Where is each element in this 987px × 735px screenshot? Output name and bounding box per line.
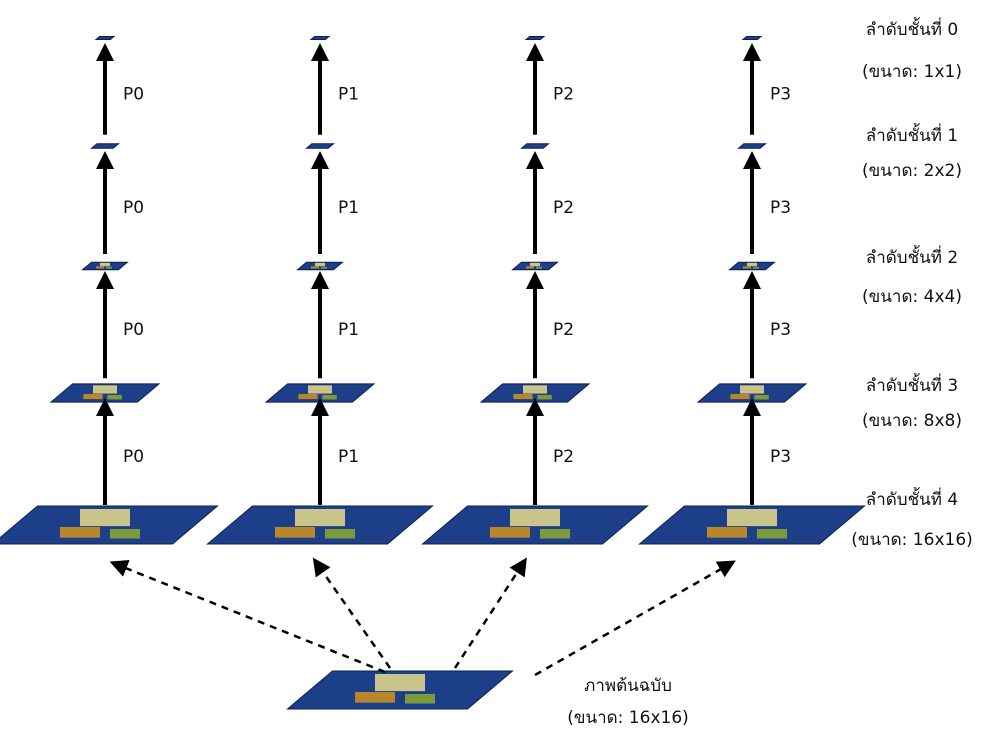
- image-plane: [526, 36, 544, 39]
- arrow-label: P1: [338, 198, 359, 218]
- level-size: (ขนาด: 1x1): [862, 62, 962, 82]
- image-detail: [315, 263, 325, 266]
- image-detail: [727, 509, 777, 526]
- image-detail: [537, 395, 551, 400]
- level-size: (ขนาด: 4x4): [862, 287, 962, 307]
- level-label: ลำดับชั้นที่ 3: [866, 373, 958, 396]
- dashed-arrow: [318, 565, 390, 668]
- level-size: (ขนาด: 16x16): [851, 530, 973, 550]
- image-detail: [275, 527, 315, 538]
- image-plane: [96, 36, 114, 39]
- level-label: ลำดับชั้นที่ 0: [866, 17, 958, 40]
- image-detail: [60, 527, 100, 538]
- source-label: ภาพต้นฉบับ: [584, 676, 672, 696]
- image-plane: [307, 144, 334, 149]
- image-detail: [107, 395, 121, 400]
- image-detail: [757, 529, 787, 539]
- image-detail: [96, 266, 104, 268]
- image-detail: [536, 267, 542, 269]
- dashed-arrow: [118, 565, 385, 672]
- pyramid-diagram: P0 P0 P0 P0 P1 P1 P1 P1 P2 P2 P2 P2 P3 P3 P3 P3 ลำดับชั้…: [0, 0, 987, 731]
- image-plane: [743, 36, 761, 39]
- image-detail: [311, 266, 319, 268]
- image-detail: [513, 394, 532, 399]
- arrow-label: P2: [553, 320, 574, 340]
- level-size: (ขนาด: 8x8): [862, 411, 962, 431]
- arrow-label: P3: [770, 198, 791, 218]
- image-detail: [740, 385, 764, 393]
- arrow-label: P3: [770, 447, 791, 467]
- image-detail: [540, 529, 570, 539]
- level-label: ลำดับชั้นที่ 1: [866, 123, 958, 146]
- level-size: (ขนาด: 2x2): [862, 161, 962, 181]
- arrow-label: P1: [338, 447, 359, 467]
- image-plane: [522, 144, 549, 149]
- image-detail: [298, 394, 317, 399]
- image-detail: [321, 267, 327, 269]
- image-plane: [92, 144, 119, 149]
- arrow-label: P2: [553, 447, 574, 467]
- image-detail: [355, 692, 395, 703]
- image-detail: [308, 385, 332, 393]
- image-plane: [739, 144, 766, 149]
- image-detail: [510, 509, 560, 526]
- image-plane: [311, 36, 329, 39]
- arrow-label: P2: [553, 198, 574, 218]
- arrow-label: P0: [123, 320, 144, 340]
- image-detail: [753, 267, 759, 269]
- image-detail: [754, 395, 768, 400]
- arrow-label: P1: [338, 84, 359, 104]
- image-detail: [106, 267, 112, 269]
- image-detail: [707, 527, 747, 538]
- image-detail: [100, 263, 110, 266]
- arrow-label: P0: [123, 84, 144, 104]
- image-detail: [747, 263, 757, 266]
- image-detail: [530, 263, 540, 266]
- image-detail: [743, 266, 751, 268]
- dashed-arrow: [455, 565, 522, 668]
- image-detail: [490, 527, 530, 538]
- image-detail: [110, 529, 140, 539]
- image-detail: [83, 394, 102, 399]
- arrow-label: P0: [123, 198, 144, 218]
- image-detail: [80, 509, 130, 526]
- image-detail: [322, 395, 336, 400]
- image-detail: [523, 385, 547, 393]
- image-detail: [93, 385, 117, 393]
- image-detail: [526, 266, 534, 268]
- arrow-label: P0: [123, 447, 144, 467]
- arrow-label: P1: [338, 320, 359, 340]
- image-detail: [295, 509, 345, 526]
- dashed-arrow: [535, 565, 728, 675]
- level-label: ลำดับชั้นที่ 2: [866, 245, 958, 268]
- image-detail: [730, 394, 749, 399]
- level-label: ลำดับชั้นที่ 4: [866, 487, 958, 510]
- arrow-label: P3: [770, 320, 791, 340]
- image-detail: [375, 674, 425, 691]
- arrow-label: P2: [553, 84, 574, 104]
- diagram-layer: P0 P0 P0 P0 P1 P1 P1 P1 P2 P2 P2 P2 P3 P3 P3 P3 ลำดับชั้…: [0, 17, 973, 728]
- image-detail: [325, 529, 355, 539]
- image-detail: [405, 694, 435, 704]
- source-size: (ขนาด: 16x16): [567, 708, 689, 728]
- arrow-label: P3: [770, 84, 791, 104]
